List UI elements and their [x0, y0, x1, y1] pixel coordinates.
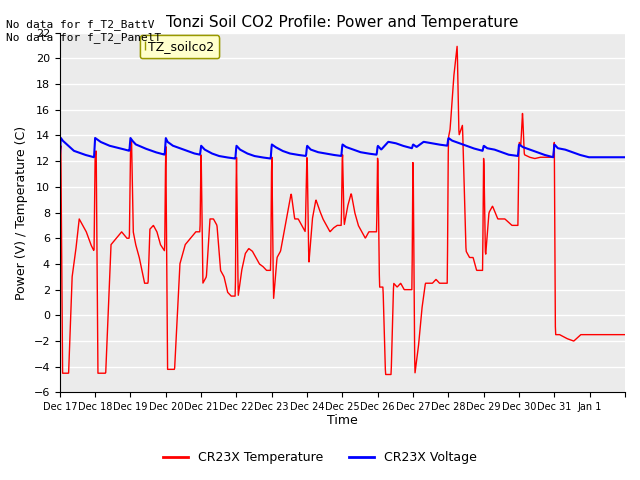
- Text: No data for f_T2_BattV
No data for f_T2_PanelT: No data for f_T2_BattV No data for f_T2_…: [6, 19, 162, 43]
- X-axis label: Time: Time: [327, 414, 358, 427]
- Legend: TZ_soilco2: TZ_soilco2: [140, 35, 220, 58]
- Title: Tonzi Soil CO2 Profile: Power and Temperature: Tonzi Soil CO2 Profile: Power and Temper…: [166, 15, 518, 30]
- Legend: CR23X Temperature, CR23X Voltage: CR23X Temperature, CR23X Voltage: [159, 446, 481, 469]
- Y-axis label: Power (V) / Temperature (C): Power (V) / Temperature (C): [15, 125, 28, 300]
